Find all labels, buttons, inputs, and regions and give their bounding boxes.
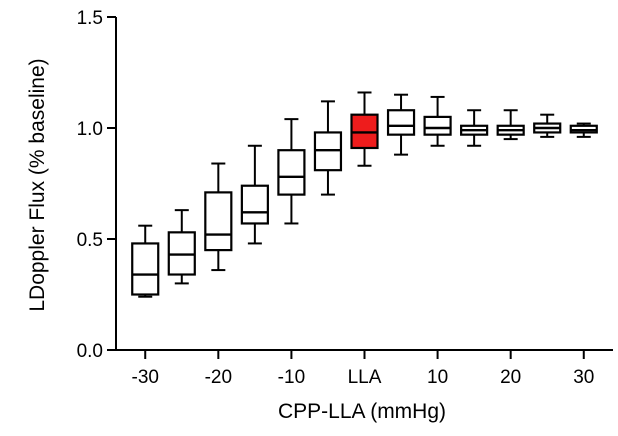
y-tick-label: 0.0 <box>77 341 103 362</box>
box-plot-item <box>240 144 269 245</box>
y-axis-ticks: 0.0 0.5 1.0 1.5 <box>77 8 116 362</box>
box-plot-item <box>533 113 562 138</box>
box-plot-item <box>460 109 489 147</box>
box <box>386 109 416 136</box>
x-tick-label: 30 <box>573 367 594 388</box>
x-axis-ticks: -30 -20 -10 LLA 10 20 30 <box>132 350 594 388</box>
box <box>240 184 269 225</box>
box-plot-item <box>496 109 525 141</box>
x-tick-label: 10 <box>427 367 448 388</box>
x-tick-label: LLA <box>348 367 382 388</box>
box-plot-item <box>131 224 160 298</box>
y-tick-label: 1.0 <box>77 119 103 140</box>
box <box>423 115 452 136</box>
x-tick-label: -10 <box>278 367 305 388</box>
x-tick-label: 20 <box>500 367 521 388</box>
box <box>204 191 233 252</box>
box-plot-item <box>167 209 196 285</box>
box-plot-item <box>350 91 379 167</box>
box-plot-item <box>386 93 416 156</box>
box <box>131 242 160 296</box>
x-tick-label: -30 <box>132 367 159 388</box>
box-plot-item <box>569 122 598 138</box>
box-series <box>131 91 598 298</box>
x-tick-label: -20 <box>205 367 232 388</box>
y-tick-label: 0.5 <box>77 230 103 251</box>
y-tick-label: 1.5 <box>77 8 103 29</box>
box-plot-item <box>313 100 343 196</box>
box <box>277 149 306 196</box>
box-plot-item <box>204 162 233 272</box>
box-plot-item <box>423 95 452 147</box>
axes <box>115 17 613 351</box>
x-axis-title: CPP-LLA (mmHg) <box>278 400 446 423</box>
y-axis-title: LDoppler Flux (% baseline) <box>26 58 49 311</box>
box-plot-item <box>277 118 306 225</box>
